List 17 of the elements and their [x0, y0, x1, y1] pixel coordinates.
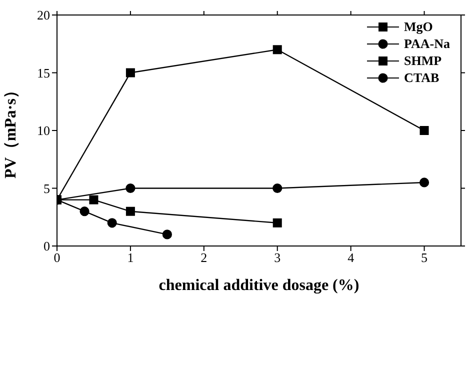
x-tick-label: 4 — [348, 250, 355, 266]
x-axis-title: chemical additive dosage (%) — [158, 277, 360, 294]
x-tick-label: 3 — [274, 250, 281, 266]
legend-label: SHMP — [404, 52, 442, 68]
legend-label: PAA-Na — [404, 36, 450, 52]
y-tick-label: 5 — [44, 180, 50, 196]
legend-label: MgO — [404, 18, 433, 34]
y-tick-label: 20 — [37, 8, 50, 23]
y-axis-title: PV（mPa·s） — [2, 82, 20, 178]
y-tick-label: 10 — [37, 123, 50, 138]
y-tick-label: 0 — [44, 238, 50, 254]
y-tick-label: 15 — [37, 65, 50, 80]
x-tick-label: 2 — [200, 250, 208, 266]
legend-label: CTAB — [404, 70, 440, 86]
x-tick-label: 1 — [127, 250, 134, 266]
x-tick-label: 0 — [54, 250, 60, 266]
x-tick-label: 5 — [421, 250, 428, 266]
